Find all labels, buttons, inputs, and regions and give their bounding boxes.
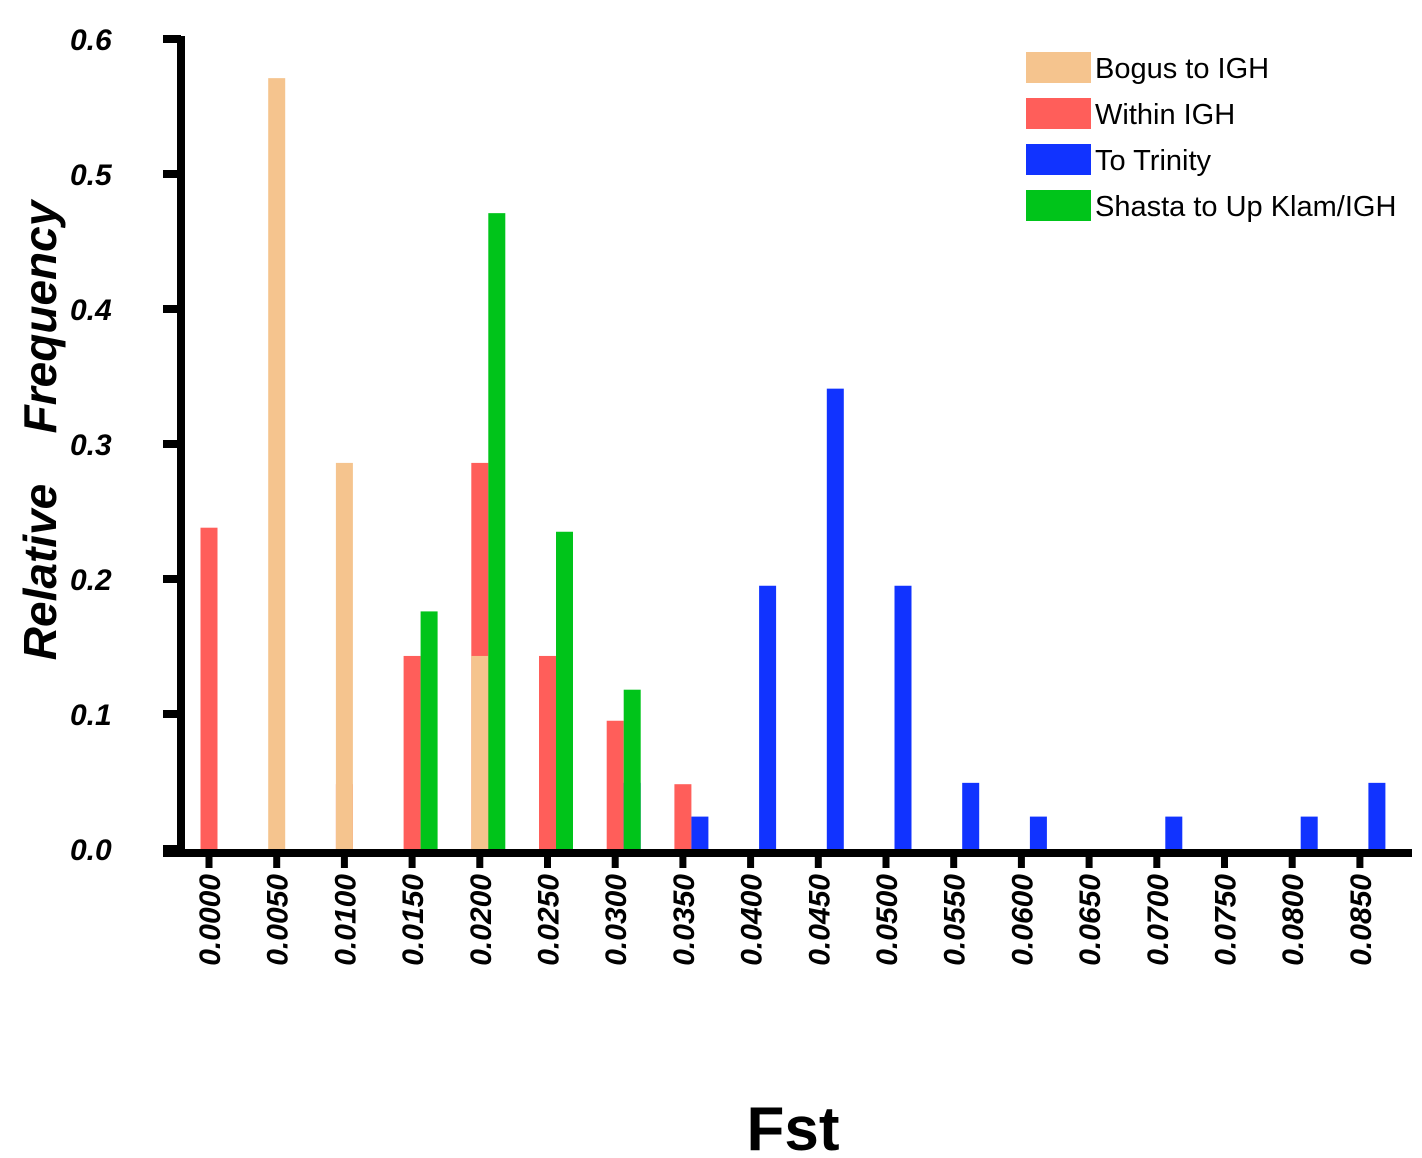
x-tick-label: 0.0800 (1277, 874, 1310, 966)
bar-shasta-to-up-klam-igh-0.0300 (623, 689, 641, 849)
y-tick-label: 0.6 (70, 24, 112, 57)
x-tick-label: 0.0050 (262, 874, 295, 966)
y-tick-label: 0.0 (70, 834, 112, 867)
y-tick-label: 0.1 (70, 699, 112, 732)
bar-to-trinity-0.0400 (759, 585, 777, 849)
x-tick-label: 0.0250 (533, 874, 566, 966)
x-tick-label: 0.0300 (600, 874, 633, 966)
legend-label-within-igh: Within IGH (1095, 99, 1235, 131)
y-axis-label-frequency: Frequency (14, 198, 66, 433)
legend-swatch-to-trinity (1026, 144, 1091, 175)
legend: Bogus to IGH Within IGH To Trinity Shasta t… (1026, 52, 1396, 223)
bar-to-trinity-0.0450 (826, 388, 844, 849)
x-tick-label: 0.0400 (736, 874, 769, 966)
legend-label-to-trinity: To Trinity (1095, 145, 1212, 177)
bar-within-igh-0.0300 (606, 720, 624, 849)
x-axis-label: Fst (747, 1095, 840, 1158)
bars-layer (200, 78, 1386, 849)
bar-within-igh-0.0000 (200, 527, 218, 849)
bar-within-igh-0.0350 (674, 784, 692, 849)
bar-shasta-to-up-klam-igh-0.0250 (556, 531, 573, 849)
y-tick-label: 0.4 (70, 294, 112, 327)
x-ticks: 0.0000 0.0050 0.0100 0.0150 0.0200 0.0250 0.03… (194, 853, 1378, 966)
y-axis-label-relative: Relative (14, 484, 66, 660)
y-tick-label: 0.2 (70, 564, 112, 597)
bar-to-trinity-0.0600 (1029, 816, 1047, 849)
bar-bogus-to-igh-0.0050 (268, 78, 286, 849)
bar-bogus-to-igh-0.0200 (471, 655, 489, 849)
x-tick-label: 0.0150 (397, 874, 430, 966)
x-tick-label: 0.0850 (1345, 874, 1378, 966)
x-tick-label: 0.0450 (803, 874, 836, 966)
x-tick-label: 0.0550 (939, 874, 972, 966)
bar-to-trinity-0.0350 (691, 816, 709, 849)
x-tick-label: 0.0750 (1210, 874, 1243, 966)
legend-swatch-bogus-to-igh (1026, 52, 1091, 83)
legend-label-bogus-to-igh: Bogus to IGH (1095, 53, 1269, 85)
y-ticks: 0.0 0.1 0.2 0.3 0.4 0.5 0.6 (70, 24, 181, 867)
bar-shasta-to-up-klam-igh-0.0150 (420, 611, 438, 849)
legend-label-shasta-to-up-klam-igh: Shasta to Up Klam/IGH (1095, 191, 1396, 223)
y-tick-label: 0.3 (70, 429, 112, 462)
legend-swatch-shasta-to-up-klam-igh (1026, 190, 1091, 221)
x-tick-label: 0.0650 (1074, 874, 1107, 966)
legend-swatch-within-igh (1026, 98, 1091, 129)
bar-shasta-to-up-klam-igh-0.0200 (488, 213, 506, 849)
x-tick-label: 0.0200 (465, 874, 498, 966)
x-tick-label: 0.0700 (1142, 874, 1175, 966)
y-tick-label: 0.5 (70, 159, 113, 192)
x-tick-label: 0.0350 (668, 874, 701, 966)
bar-to-trinity-0.0550 (962, 782, 980, 849)
bar-to-trinity-0.0800 (1300, 816, 1318, 849)
bar-to-trinity-0.0500 (894, 585, 912, 849)
x-tick-label: 0.0100 (329, 874, 362, 966)
bar-within-igh-0.0150 (403, 655, 421, 849)
x-tick-label: 0.0000 (194, 874, 227, 966)
bar-within-igh-0.0250 (539, 655, 556, 849)
bar-bogus-to-igh-0.0100 (335, 462, 353, 849)
bar-to-trinity-0.0700 (1165, 816, 1183, 849)
x-tick-label: 0.0500 (871, 874, 904, 966)
x-tick-label: 0.0600 (1006, 874, 1039, 966)
bar-to-trinity-0.0850 (1368, 782, 1386, 849)
